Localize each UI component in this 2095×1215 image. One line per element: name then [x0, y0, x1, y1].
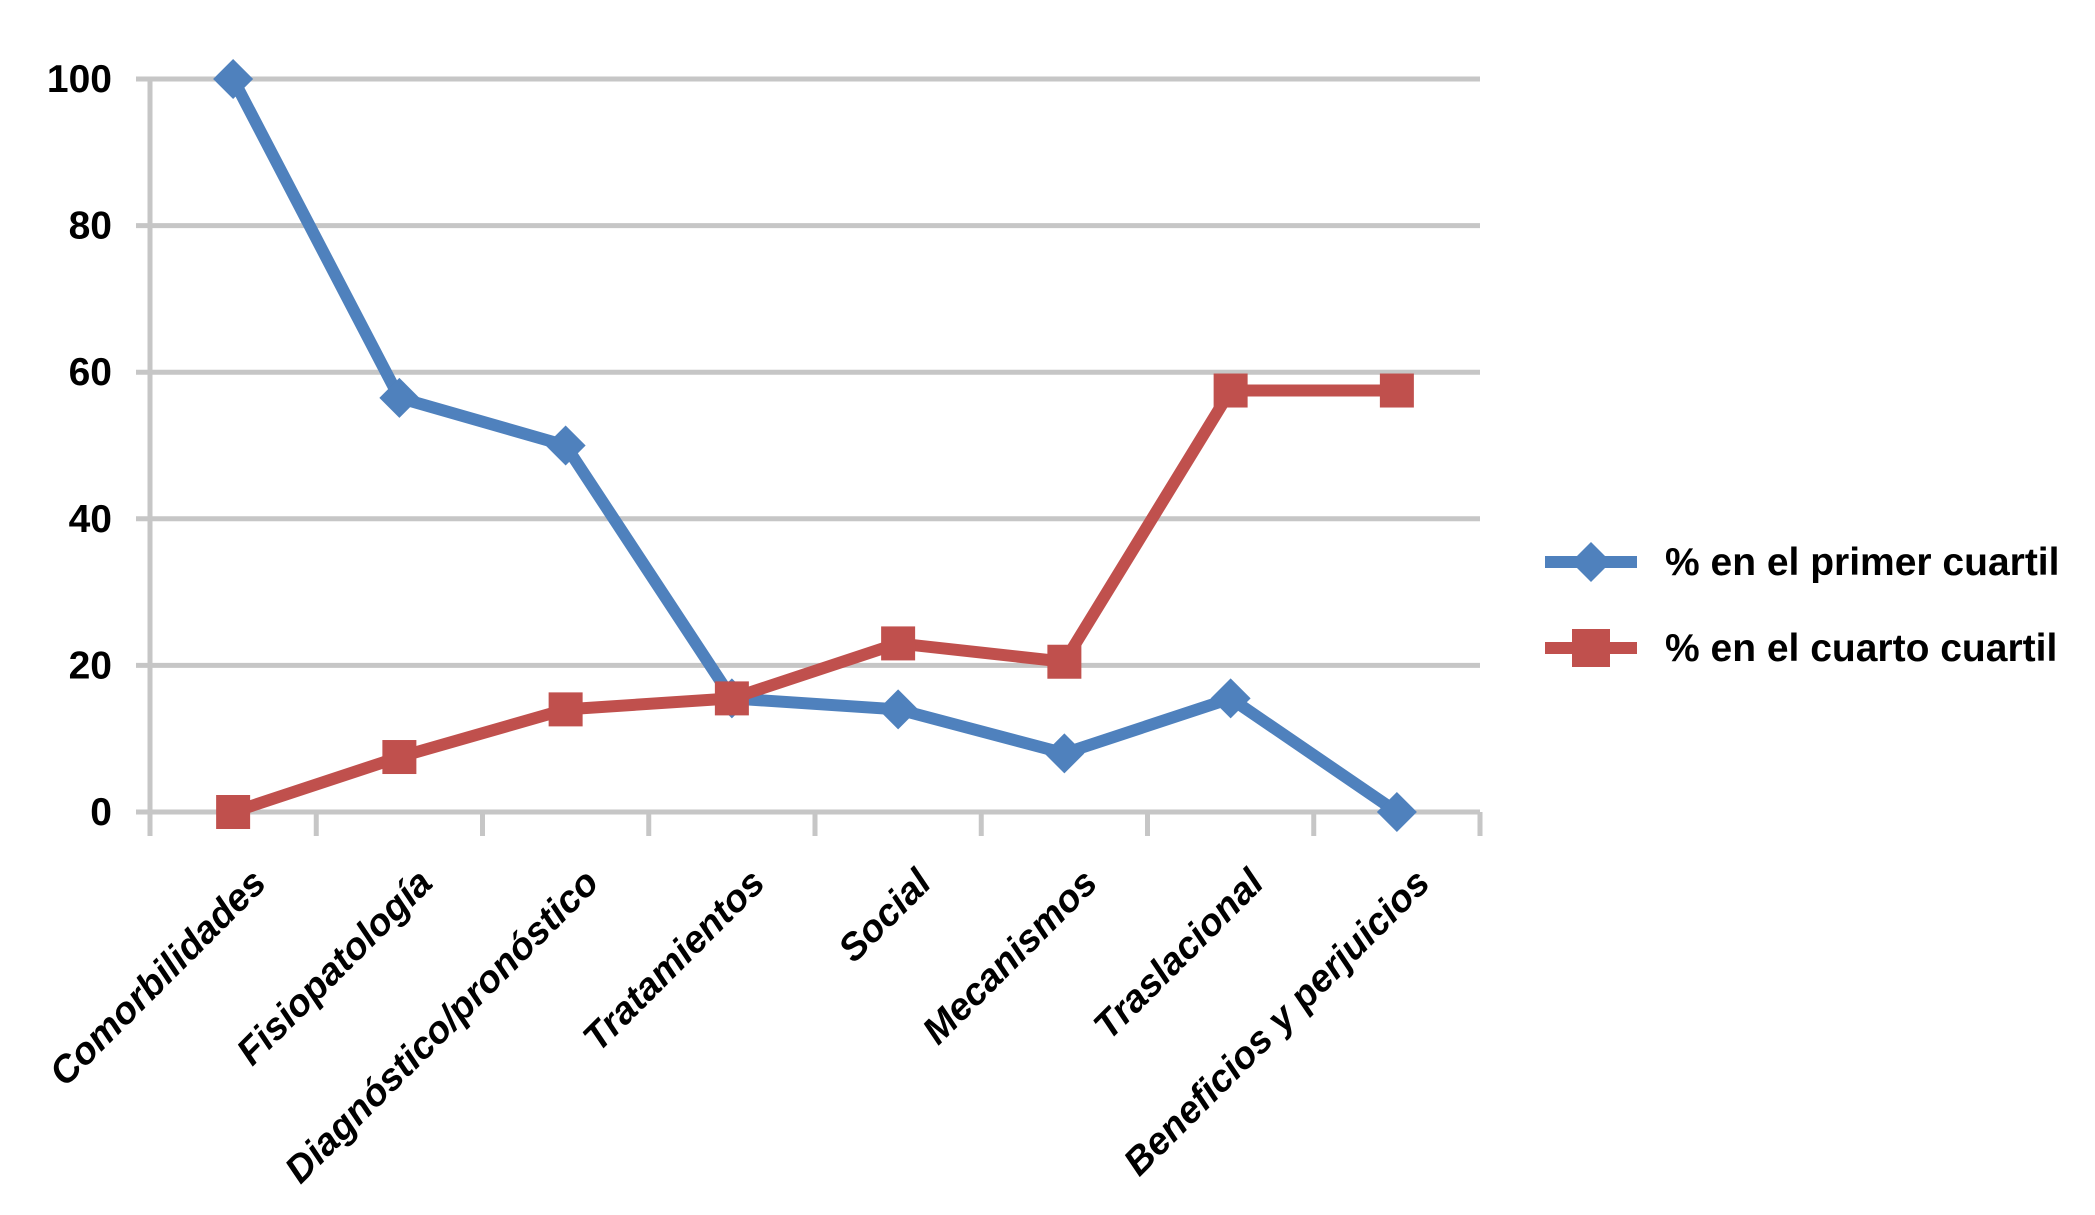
legend-diamond-icon — [1571, 542, 1611, 582]
data-point-square-icon — [881, 626, 916, 661]
x-category-label: Diagnóstico/pronóstico — [277, 862, 607, 1192]
y-tick-label: 100 — [47, 58, 112, 101]
y-tick-label: 80 — [69, 205, 112, 248]
legend-label: % en el primer cuartil — [1665, 541, 2059, 584]
gridlines — [136, 76, 1480, 815]
data-point-diamond-icon — [213, 59, 254, 99]
legend-square-icon — [1572, 629, 1610, 667]
data-point-square-icon — [714, 681, 749, 716]
y-tick-label: 0 — [90, 791, 112, 834]
x-axis-ticks — [147, 812, 1483, 836]
data-point-square-icon — [1213, 373, 1248, 408]
data-point-square-icon — [216, 795, 251, 829]
series-line — [227, 73, 1403, 818]
data-point-diamond-icon — [1376, 792, 1417, 832]
y-tick-label: 60 — [69, 351, 112, 394]
y-tick-label: 40 — [69, 498, 112, 541]
data-point-diamond-icon — [1210, 678, 1251, 719]
x-category-label: Mecanismos — [915, 862, 1106, 1053]
data-point-square-icon — [548, 692, 583, 727]
y-tick-label: 20 — [69, 644, 112, 687]
series-cuarto-cuartil — [216, 373, 1414, 829]
legend: % en el primer cuartil % en el cuarto cua… — [1545, 541, 2059, 670]
data-point-diamond-icon — [1044, 733, 1085, 774]
legend-label: % en el cuarto cuartil — [1665, 627, 2057, 670]
data-point-diamond-icon — [878, 689, 919, 730]
data-point-diamond-icon — [545, 425, 586, 466]
y-axis-labels: 0 20 40 60 80 100 — [47, 58, 112, 834]
x-category-label: Traslacional — [1086, 861, 1273, 1048]
series-primer-cuartil — [213, 59, 1417, 832]
data-point-square-icon — [1047, 644, 1082, 679]
x-category-label: Beneficios y perjuicios — [1116, 862, 1438, 1184]
data-point-diamond-icon — [379, 377, 420, 418]
x-category-label: Social — [831, 861, 941, 971]
series-line — [227, 384, 1403, 818]
x-axis-labels: ComorbilidadesFisiopatologíaDiagnóstico/… — [42, 861, 1438, 1192]
data-point-square-icon — [1379, 373, 1414, 408]
x-category-label: Comorbilidades — [42, 862, 275, 1095]
data-point-square-icon — [382, 740, 417, 775]
